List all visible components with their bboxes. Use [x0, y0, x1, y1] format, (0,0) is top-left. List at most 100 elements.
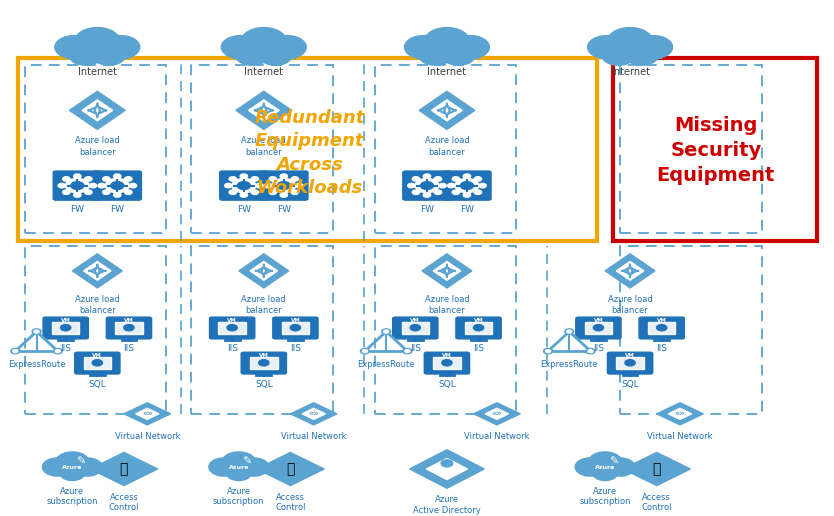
Circle shape [280, 193, 288, 197]
Circle shape [105, 179, 129, 193]
FancyBboxPatch shape [648, 322, 676, 334]
Polygon shape [409, 450, 485, 488]
Circle shape [403, 348, 412, 354]
Polygon shape [90, 453, 158, 486]
Text: SQL: SQL [255, 379, 273, 389]
FancyBboxPatch shape [53, 171, 102, 200]
Text: FW: FW [237, 205, 251, 214]
Circle shape [73, 174, 81, 179]
Circle shape [71, 182, 84, 189]
Circle shape [291, 190, 299, 195]
Circle shape [11, 348, 20, 354]
Circle shape [463, 193, 470, 197]
Text: FW: FW [277, 205, 291, 214]
Text: 🔑: 🔑 [652, 462, 661, 476]
Circle shape [129, 183, 137, 188]
Circle shape [290, 325, 300, 331]
FancyBboxPatch shape [443, 171, 491, 200]
FancyBboxPatch shape [52, 322, 79, 334]
Circle shape [56, 452, 89, 472]
Text: Azure
Active Directory: Azure Active Directory [413, 495, 481, 514]
Circle shape [575, 458, 605, 476]
Polygon shape [239, 254, 289, 288]
Circle shape [268, 36, 306, 59]
Polygon shape [236, 91, 292, 130]
Circle shape [277, 182, 290, 189]
Circle shape [424, 193, 430, 197]
Text: Access
Control: Access Control [641, 493, 672, 512]
Circle shape [251, 190, 259, 195]
FancyBboxPatch shape [273, 317, 318, 339]
Text: ✎: ✎ [76, 457, 85, 467]
FancyBboxPatch shape [209, 317, 255, 339]
Circle shape [419, 45, 452, 65]
Circle shape [221, 36, 259, 59]
Text: Azure
subscription: Azure subscription [47, 487, 98, 507]
Text: VM: VM [442, 353, 452, 358]
Circle shape [63, 190, 70, 195]
Polygon shape [426, 458, 467, 479]
Circle shape [63, 177, 70, 181]
Circle shape [235, 45, 269, 65]
Text: Azure: Azure [229, 465, 249, 471]
Polygon shape [485, 408, 509, 420]
Circle shape [264, 183, 272, 188]
Circle shape [89, 183, 97, 188]
FancyBboxPatch shape [585, 467, 626, 475]
Circle shape [360, 348, 369, 354]
Circle shape [410, 325, 420, 331]
FancyBboxPatch shape [106, 317, 152, 339]
FancyBboxPatch shape [115, 322, 143, 334]
Circle shape [384, 330, 389, 333]
Circle shape [58, 183, 65, 188]
Text: SQL: SQL [438, 379, 456, 389]
Circle shape [269, 190, 276, 195]
Circle shape [75, 27, 120, 55]
FancyBboxPatch shape [616, 357, 644, 369]
Circle shape [240, 193, 248, 197]
Text: Virtual Network: Virtual Network [465, 432, 530, 441]
Circle shape [111, 182, 123, 189]
FancyBboxPatch shape [83, 357, 111, 369]
FancyBboxPatch shape [416, 46, 478, 58]
FancyBboxPatch shape [67, 46, 128, 58]
Text: Internet: Internet [610, 67, 650, 77]
Circle shape [69, 45, 103, 65]
Polygon shape [83, 262, 111, 280]
Circle shape [13, 350, 18, 352]
Text: IIS: IIS [227, 344, 238, 353]
Circle shape [586, 348, 595, 354]
Polygon shape [124, 403, 171, 425]
Polygon shape [73, 254, 123, 288]
Text: Internet: Internet [78, 67, 117, 77]
Text: VM: VM [657, 318, 666, 323]
Text: SQL: SQL [88, 379, 106, 389]
Text: IIS: IIS [656, 344, 667, 353]
Polygon shape [257, 453, 324, 486]
Circle shape [85, 177, 92, 181]
Polygon shape [249, 100, 279, 121]
Circle shape [475, 177, 481, 181]
Text: FW: FW [420, 205, 434, 214]
FancyBboxPatch shape [456, 317, 501, 339]
Circle shape [408, 183, 415, 188]
Circle shape [93, 360, 103, 366]
FancyBboxPatch shape [401, 322, 429, 334]
Circle shape [272, 179, 296, 193]
Circle shape [227, 325, 238, 331]
Circle shape [280, 174, 288, 179]
Text: VM: VM [594, 318, 603, 323]
Circle shape [545, 350, 550, 352]
Circle shape [608, 27, 652, 55]
Text: IIS: IIS [409, 344, 421, 353]
Circle shape [435, 177, 442, 181]
Circle shape [123, 325, 134, 331]
FancyBboxPatch shape [465, 322, 492, 334]
Text: Azure load
balancer: Azure load balancer [75, 295, 120, 315]
Circle shape [656, 325, 667, 331]
FancyBboxPatch shape [93, 171, 142, 200]
Circle shape [113, 193, 121, 197]
Circle shape [593, 465, 617, 480]
Polygon shape [422, 254, 472, 288]
Circle shape [589, 452, 621, 472]
